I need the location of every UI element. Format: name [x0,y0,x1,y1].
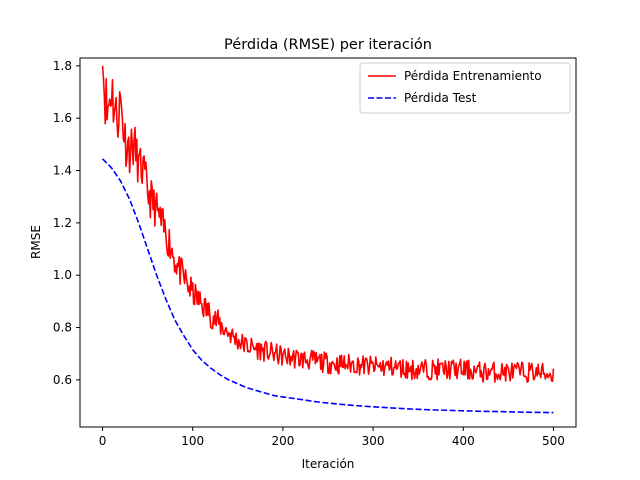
series-line-2 [101,158,554,414]
axes: 0 100 200 300 400 500 0.6 0.8 1.0 1.2 1.4 1.6 1.8 [53,57,577,448]
x-tick-label: 200 [271,434,294,448]
legend-label-2: Pérdida Test [404,91,477,105]
plot-area [101,65,555,414]
y-tick-label: 1.8 [53,59,72,73]
y-tick-label: 0.8 [53,321,72,335]
y-tick-label: 1.6 [53,111,72,125]
legend-label-1: Pérdida Entrenamiento [404,69,542,83]
chart-title: Pérdida (RMSE) per iteración [224,37,432,53]
y-tick-label: 0.6 [53,373,72,387]
legend-box [359,62,571,114]
x-tick-label: 100 [181,434,204,448]
y-axis-title: RMSE [29,225,43,259]
y-tick-label: 1.4 [53,164,72,178]
x-axis-title: Iteración [302,457,355,471]
series-line-1 [101,65,555,383]
x-tick-label: 300 [362,434,385,448]
x-tick-label: 400 [452,434,475,448]
x-tick-label: 500 [542,434,565,448]
legend: Pérdida Entrenamiento Pérdida Test [359,62,571,114]
plot-frame [79,57,577,428]
x-tick-label: 0 [99,434,107,448]
y-tick-label: 1.0 [53,268,72,282]
y-tick-label: 1.2 [53,216,72,230]
